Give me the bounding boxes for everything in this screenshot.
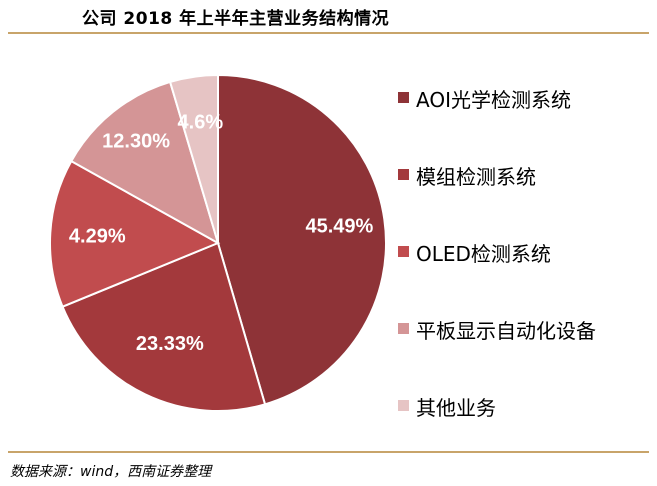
pie-slice-3 <box>49 159 221 308</box>
slice-label-3: 4.29% <box>69 226 126 248</box>
legend-swatch <box>398 400 409 411</box>
legend-label: 平板显示自动化设备 <box>416 319 596 343</box>
slice-label-5: 4.6% <box>178 112 224 134</box>
pie-slice-5 <box>168 73 219 244</box>
pie-slice-1 <box>217 73 387 406</box>
slice-label-2: 23.33% <box>136 333 204 355</box>
top-divider <box>8 32 649 34</box>
legend-swatch <box>398 92 409 103</box>
legend-swatch <box>398 169 409 180</box>
legend-label: 模组检测系统 <box>416 165 536 189</box>
bottom-divider <box>8 451 649 453</box>
legend-swatch <box>398 323 409 334</box>
chart-title: 公司 2018 年上半年主营业务结构情况 <box>82 9 390 29</box>
legend-label: OLED检测系统 <box>416 242 551 266</box>
pie-slice-2 <box>61 241 267 412</box>
slice-label-1: 45.49% <box>305 216 373 238</box>
slice-label-4: 12.30% <box>102 131 170 153</box>
legend-swatch <box>398 246 409 257</box>
source-note: 数据来源：wind，西南证券整理 <box>10 464 212 480</box>
legend-label: AOI光学检测系统 <box>416 88 571 112</box>
legend-label: 其他业务 <box>416 396 496 420</box>
